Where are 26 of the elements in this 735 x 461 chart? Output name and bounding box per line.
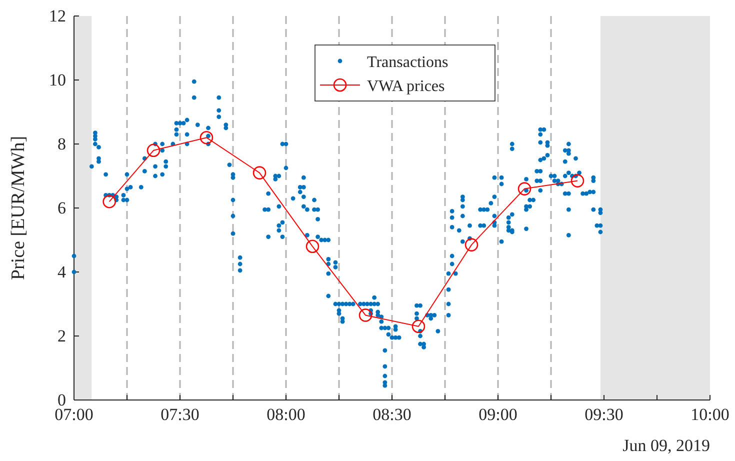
y-tick-label: 4 [58,262,66,282]
x-tick-label: 09:00 [478,405,518,424]
y-tick-label: 6 [58,198,66,218]
point [306,240,320,254]
legend-label: VWA prices [367,78,445,95]
x-tick-label: 10:00 [690,405,730,424]
point [464,238,478,252]
point [102,194,116,208]
point [146,144,160,158]
point [412,320,426,334]
x-tick-label: 09:30 [584,405,624,424]
x-tick-label: 08:30 [372,405,412,424]
point [570,174,584,188]
y-tick-label: 8 [58,134,66,154]
point [518,182,532,196]
point [252,166,266,180]
point [200,130,214,144]
y-tick-label: 10 [49,70,66,90]
y-tick-label: 12 [49,6,66,26]
x-tick-label: 08:00 [266,405,306,424]
legend-label: Transactions [367,54,448,71]
y-axis-title: Price [EUR/MWh] [8,136,29,280]
point [358,308,372,322]
y-tick-label: 2 [58,326,66,346]
x-tick-label: 07:30 [160,405,200,424]
text: Jun 09, 2019 [622,436,710,455]
